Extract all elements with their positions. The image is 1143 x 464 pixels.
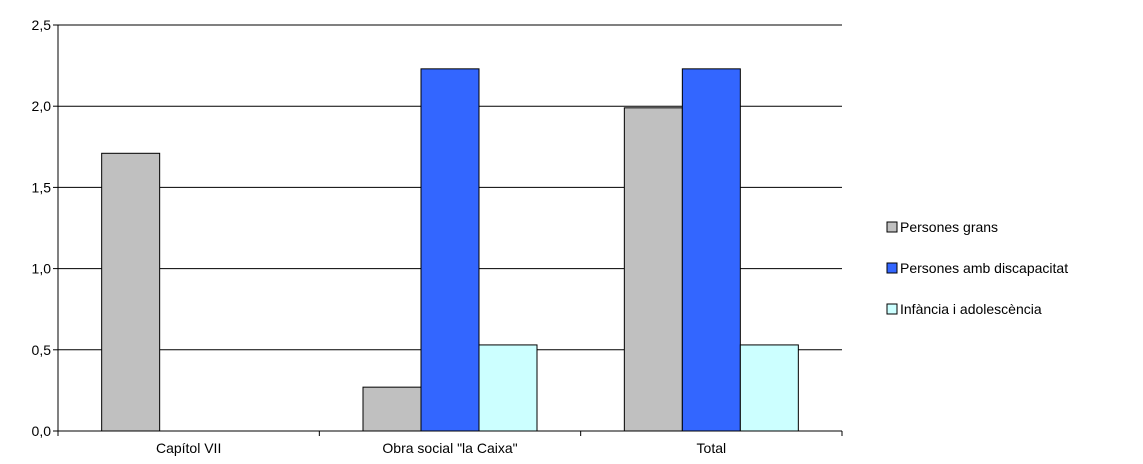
y-tick-label: 2,0 [32,98,52,114]
y-tick-label: 2,5 [32,17,52,33]
axes [53,24,843,436]
x-category-label: Obra social "la Caixa" [382,440,517,456]
legend-label: Infància i adolescència [900,301,1042,317]
legend-swatch [886,262,898,274]
legend-label: Persones grans [900,219,998,235]
y-tick-label: 0,5 [32,342,52,358]
x-axis-category-labels: Capítol VII Obra social "la Caixa" Total [156,440,726,456]
bar [478,344,538,432]
y-tick-label: 1,5 [32,179,52,195]
bar [362,386,422,432]
legend: Persones grans Persones amb discapacitat I… [886,219,1068,317]
y-tick-label: 1,0 [32,261,52,277]
bars [101,68,799,432]
bar [420,68,480,432]
y-tick-label: 0,0 [32,423,52,439]
y-axis-tick-labels: 0,0 0,5 1,0 1,5 2,0 2,5 [32,17,52,439]
x-category-label: Capítol VII [156,440,221,456]
x-category-label: Total [697,440,727,456]
legend-label: Persones amb discapacitat [900,260,1068,276]
bar [681,68,741,432]
bar [623,107,683,432]
bar [101,152,161,432]
bar [739,344,799,432]
legend-swatch [886,303,898,315]
legend-swatch [886,221,898,233]
